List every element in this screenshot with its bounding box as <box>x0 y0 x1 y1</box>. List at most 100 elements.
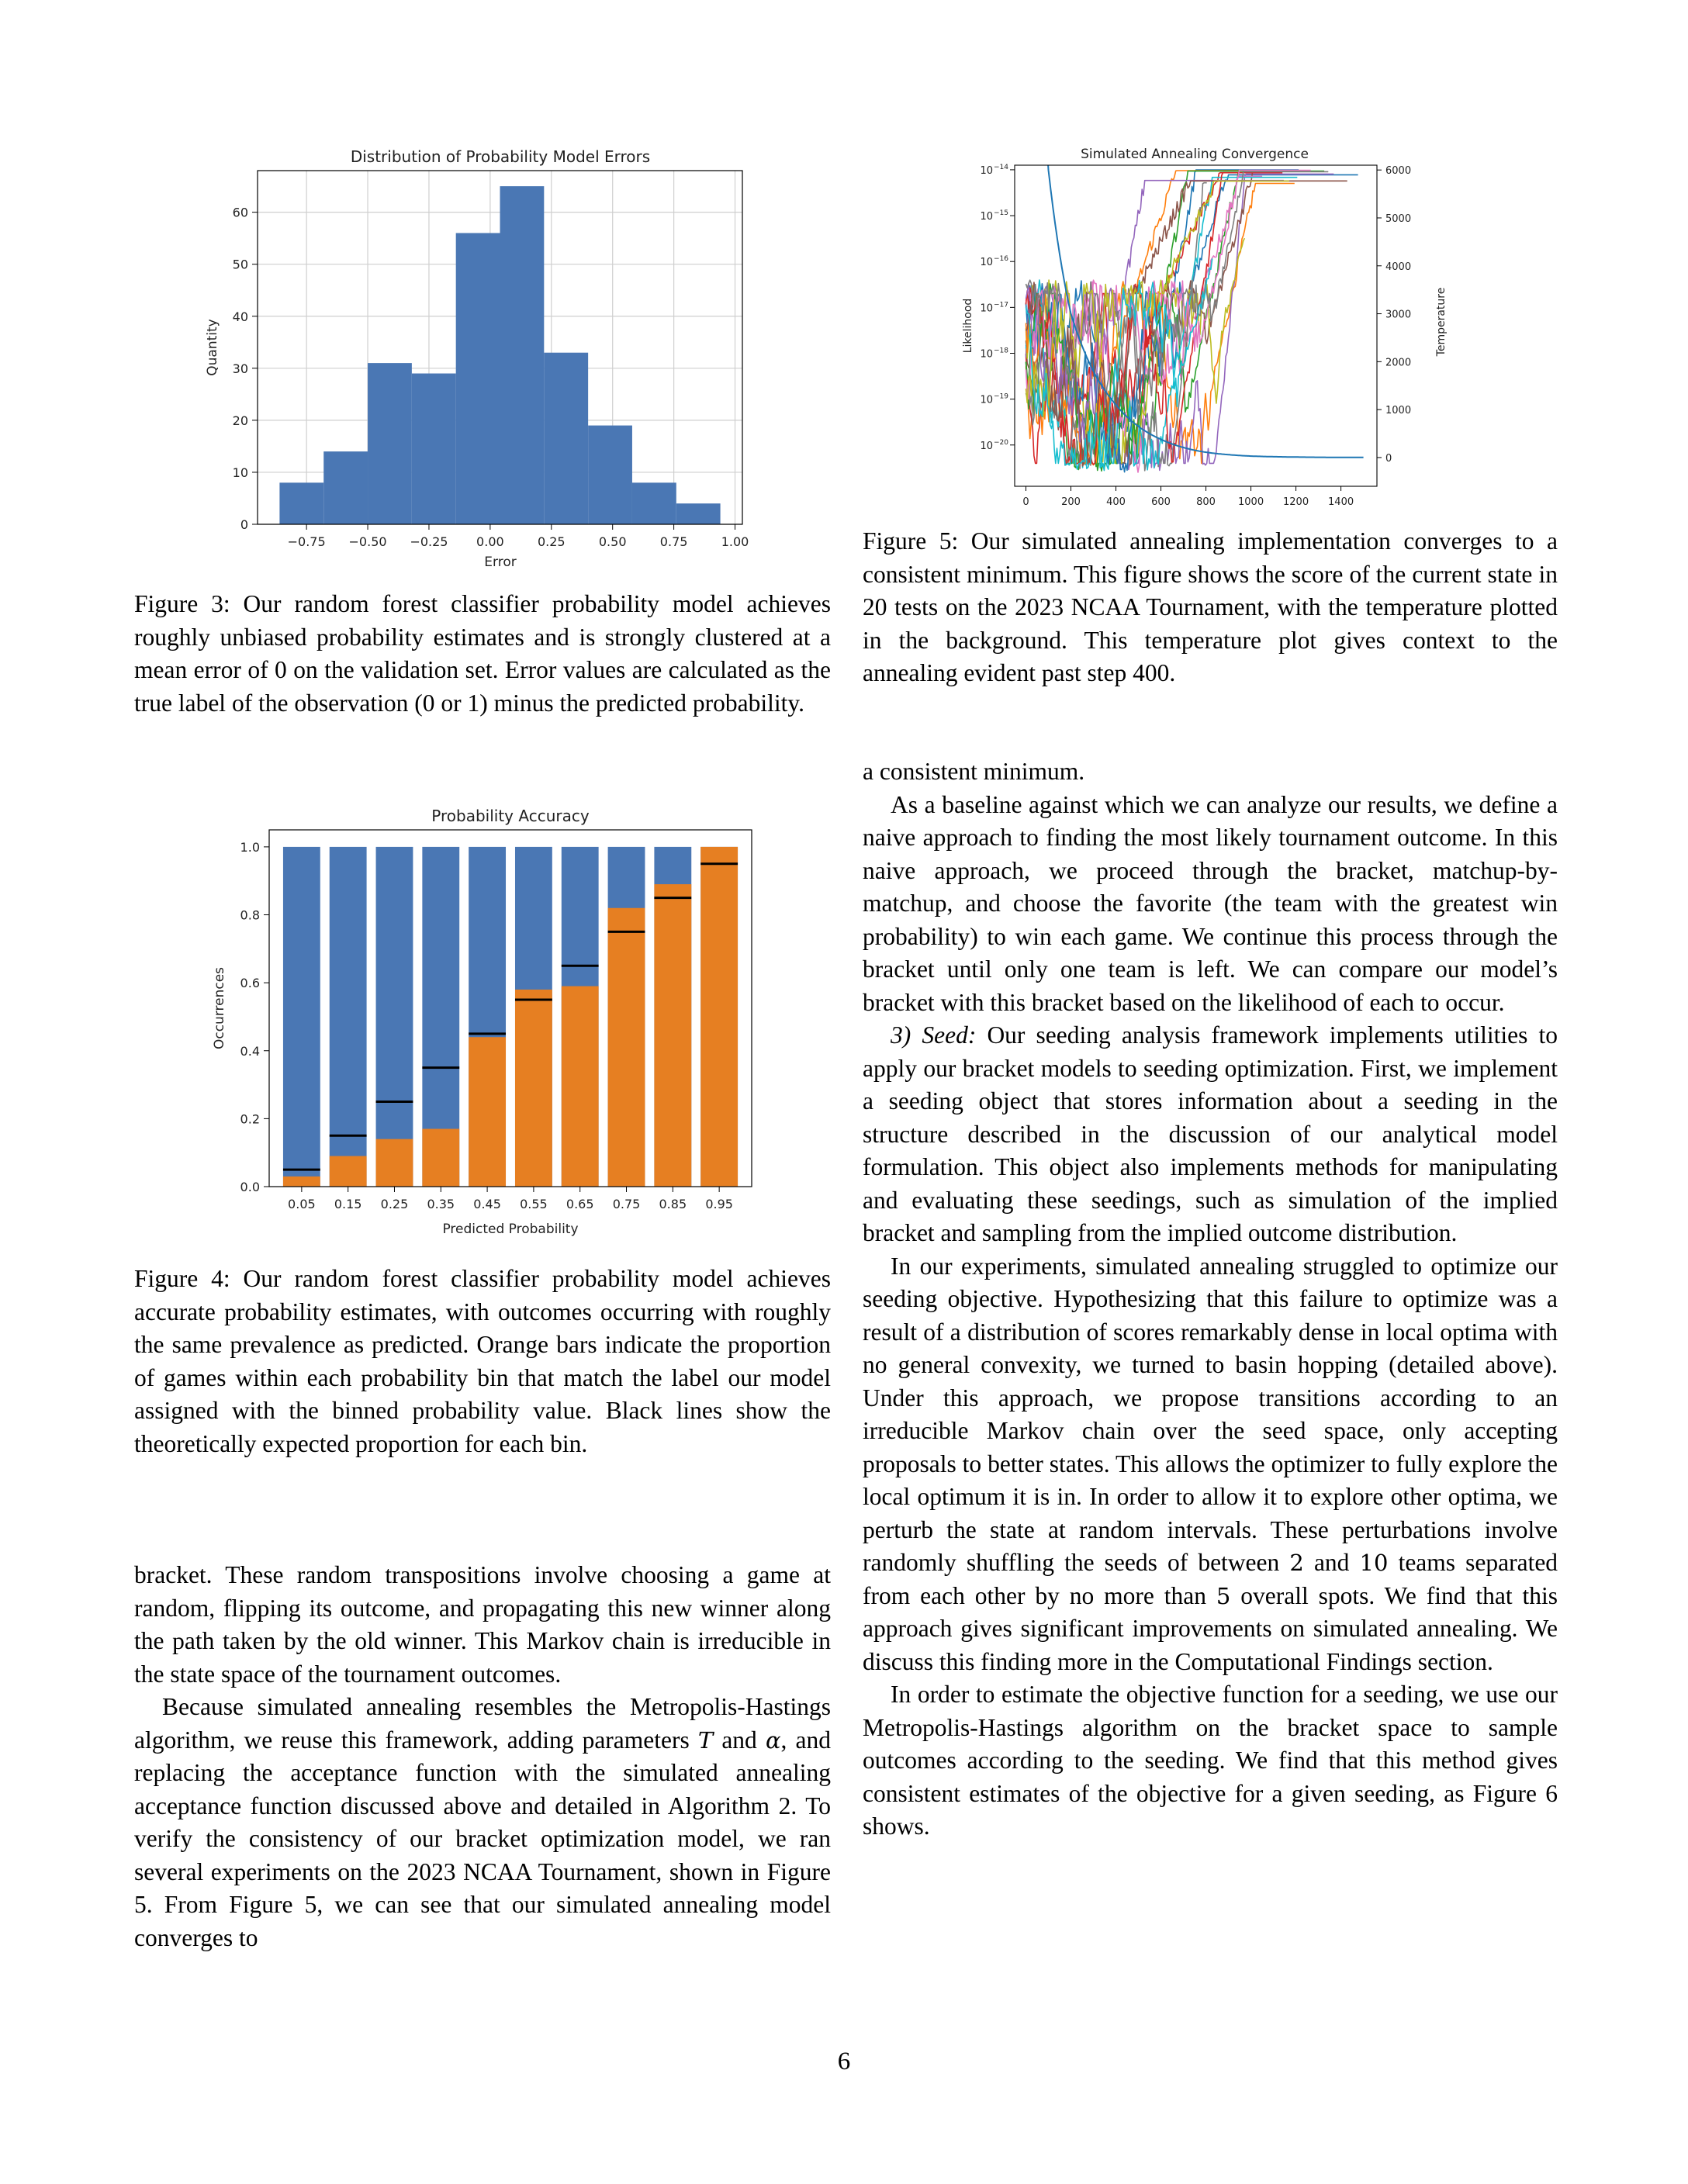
y-tick-exponent: −15 <box>994 209 1008 217</box>
text-run: overall spots. We find that this approac… <box>863 1581 1558 1675</box>
y2-tick-label: 2000 <box>1385 357 1411 368</box>
y-tick-exponent: −19 <box>994 393 1008 401</box>
text-run: and <box>721 1726 757 1754</box>
y-tick-label: 10 <box>980 302 993 314</box>
x-tick-label: 0.35 <box>427 1197 455 1211</box>
y-tick-label: 30 <box>233 361 248 376</box>
text-run: Our seeding analysis framework implement… <box>863 1021 1558 1246</box>
y-tick-label: 0.6 <box>240 976 260 990</box>
likelihood-series-line <box>1025 171 1329 400</box>
y-tick-label: 0.2 <box>240 1111 260 1126</box>
x-tick-label: 0.55 <box>520 1197 548 1211</box>
subsection-title: 3) Seed: <box>891 1021 977 1049</box>
x-tick-label: 0.00 <box>476 534 504 549</box>
y-tick-label: 0.8 <box>240 908 260 923</box>
y-tick-label: 20 <box>233 413 248 428</box>
likelihood-series-line <box>1025 169 1311 400</box>
bar-matched <box>700 846 738 1187</box>
y-tick-label: 0.4 <box>240 1044 260 1059</box>
x-tick-label: 0.75 <box>613 1197 641 1211</box>
histogram-bar <box>631 482 676 524</box>
histogram-bar <box>368 363 412 524</box>
bar-matched <box>375 1139 413 1187</box>
y-axis-label: Likelihood <box>962 299 974 354</box>
paragraph: 3) Seed: Our seeding analysis framework … <box>863 1019 1558 1250</box>
likelihood-series-line <box>1025 176 1298 472</box>
histogram-bar <box>279 482 324 524</box>
likelihood-series-line <box>1025 171 1254 467</box>
y-tick-label: 10 <box>980 395 993 406</box>
figure-5: Simulated Annealing Convergence 0 200 400 6… <box>939 140 1497 508</box>
histogram-bar <box>455 233 500 524</box>
histogram-bar <box>500 186 545 524</box>
text-run: In our experiments, simulated annealing … <box>863 1252 1558 1577</box>
bar-matched <box>329 1156 367 1187</box>
y-tick-exponent: −14 <box>994 164 1008 171</box>
figure-5-caption: Figure 5: Our simulated annealing implem… <box>863 527 1558 686</box>
page-number: 6 <box>837 2047 851 2075</box>
math-symbol: α <box>765 1726 781 1754</box>
math-number: 10 <box>1359 1550 1389 1576</box>
paragraph: As a baseline against which we can analy… <box>863 790 1558 1016</box>
bar-matched <box>607 907 645 1187</box>
x-tick-label: 0.25 <box>381 1197 409 1211</box>
figure-4: Probability Accuracy 0.05 0.15 0.25 0.35 0.4… <box>206 799 760 1245</box>
chart-title: Simulated Annealing Convergence <box>1081 147 1309 162</box>
y-tick-label: 1.0 <box>240 840 260 855</box>
x-tick-label: 0.45 <box>473 1197 501 1211</box>
x-tick-label: 600 <box>1151 496 1171 508</box>
y-tick-label: 50 <box>233 257 248 272</box>
figure-4-caption: Figure 4: Our random forest classifier p… <box>134 1265 831 1457</box>
bar-matched <box>282 1176 320 1187</box>
y2-axis-label: Temperature <box>1435 288 1448 358</box>
y2-tick-label: 4000 <box>1385 261 1411 273</box>
plot-frame <box>1014 164 1378 487</box>
likelihood-series-line <box>1025 170 1325 468</box>
x-tick-label: 1200 <box>1283 496 1309 508</box>
x-tick-label: 1.00 <box>721 534 749 549</box>
bar-matched <box>561 986 599 1187</box>
y-tick-label: 10 <box>980 165 993 177</box>
x-tick-label: 1400 <box>1328 496 1354 508</box>
figure-3-caption: Figure 3: Our random forest classifier p… <box>134 590 831 717</box>
temperature-line <box>1047 165 1364 458</box>
y-tick-label: 0.0 <box>240 1180 260 1194</box>
math-number: 2 <box>1289 1550 1304 1576</box>
y-tick-label: 10 <box>980 211 993 223</box>
paragraph: In our experiments, simulated annealing … <box>863 1250 1558 1679</box>
histogram-bar <box>323 451 368 524</box>
right-body-text: a consistent minimum. As a baseline agai… <box>863 755 1558 1844</box>
x-axis-label: Predicted Probability <box>442 1222 578 1237</box>
paragraph: a consistent minimum. <box>863 758 1085 785</box>
y-tick-label: 10 <box>980 257 993 268</box>
paragraph: In order to estimate the objective funct… <box>863 1681 1558 1840</box>
bar-matched <box>514 989 552 1187</box>
bar-matched <box>654 884 692 1187</box>
histogram-bar <box>544 352 589 524</box>
x-axis-label: Error <box>484 555 516 570</box>
chart-title: Probability Accuracy <box>431 807 590 825</box>
plot-frame <box>257 170 743 525</box>
x-tick-label: 0.75 <box>660 534 688 549</box>
y-tick-label: 10 <box>980 348 993 360</box>
y2-tick-label: 1000 <box>1385 405 1411 416</box>
x-tick-label: 0.65 <box>566 1197 594 1211</box>
likelihood-series-line <box>1025 258 1213 470</box>
histogram-bar <box>411 373 456 524</box>
x-tick-label: 0.95 <box>705 1197 733 1211</box>
y-tick-label: 10 <box>980 441 993 452</box>
histogram-error-chart: Distribution of Probability Model Errors… <box>205 147 749 570</box>
x-tick-label: 0.85 <box>659 1197 687 1211</box>
math-number: 5 <box>1216 1582 1231 1609</box>
y-tick-label: 10 <box>233 465 248 480</box>
bar-matched <box>469 1037 507 1187</box>
x-tick-label: −0.50 <box>349 534 387 549</box>
y2-tick-label: 3000 <box>1385 309 1411 321</box>
plot-frame <box>268 829 752 1187</box>
y-axis-label: Quantity <box>205 319 220 375</box>
figure-3: Distribution of Probability Model Errors… <box>194 140 752 574</box>
y-tick-exponent: −16 <box>994 255 1008 263</box>
bar-matched <box>422 1128 460 1187</box>
y2-tick-label: 5000 <box>1385 213 1411 225</box>
annealing-convergence-chart: Simulated Annealing Convergence 0 200 400 6… <box>962 147 1448 508</box>
